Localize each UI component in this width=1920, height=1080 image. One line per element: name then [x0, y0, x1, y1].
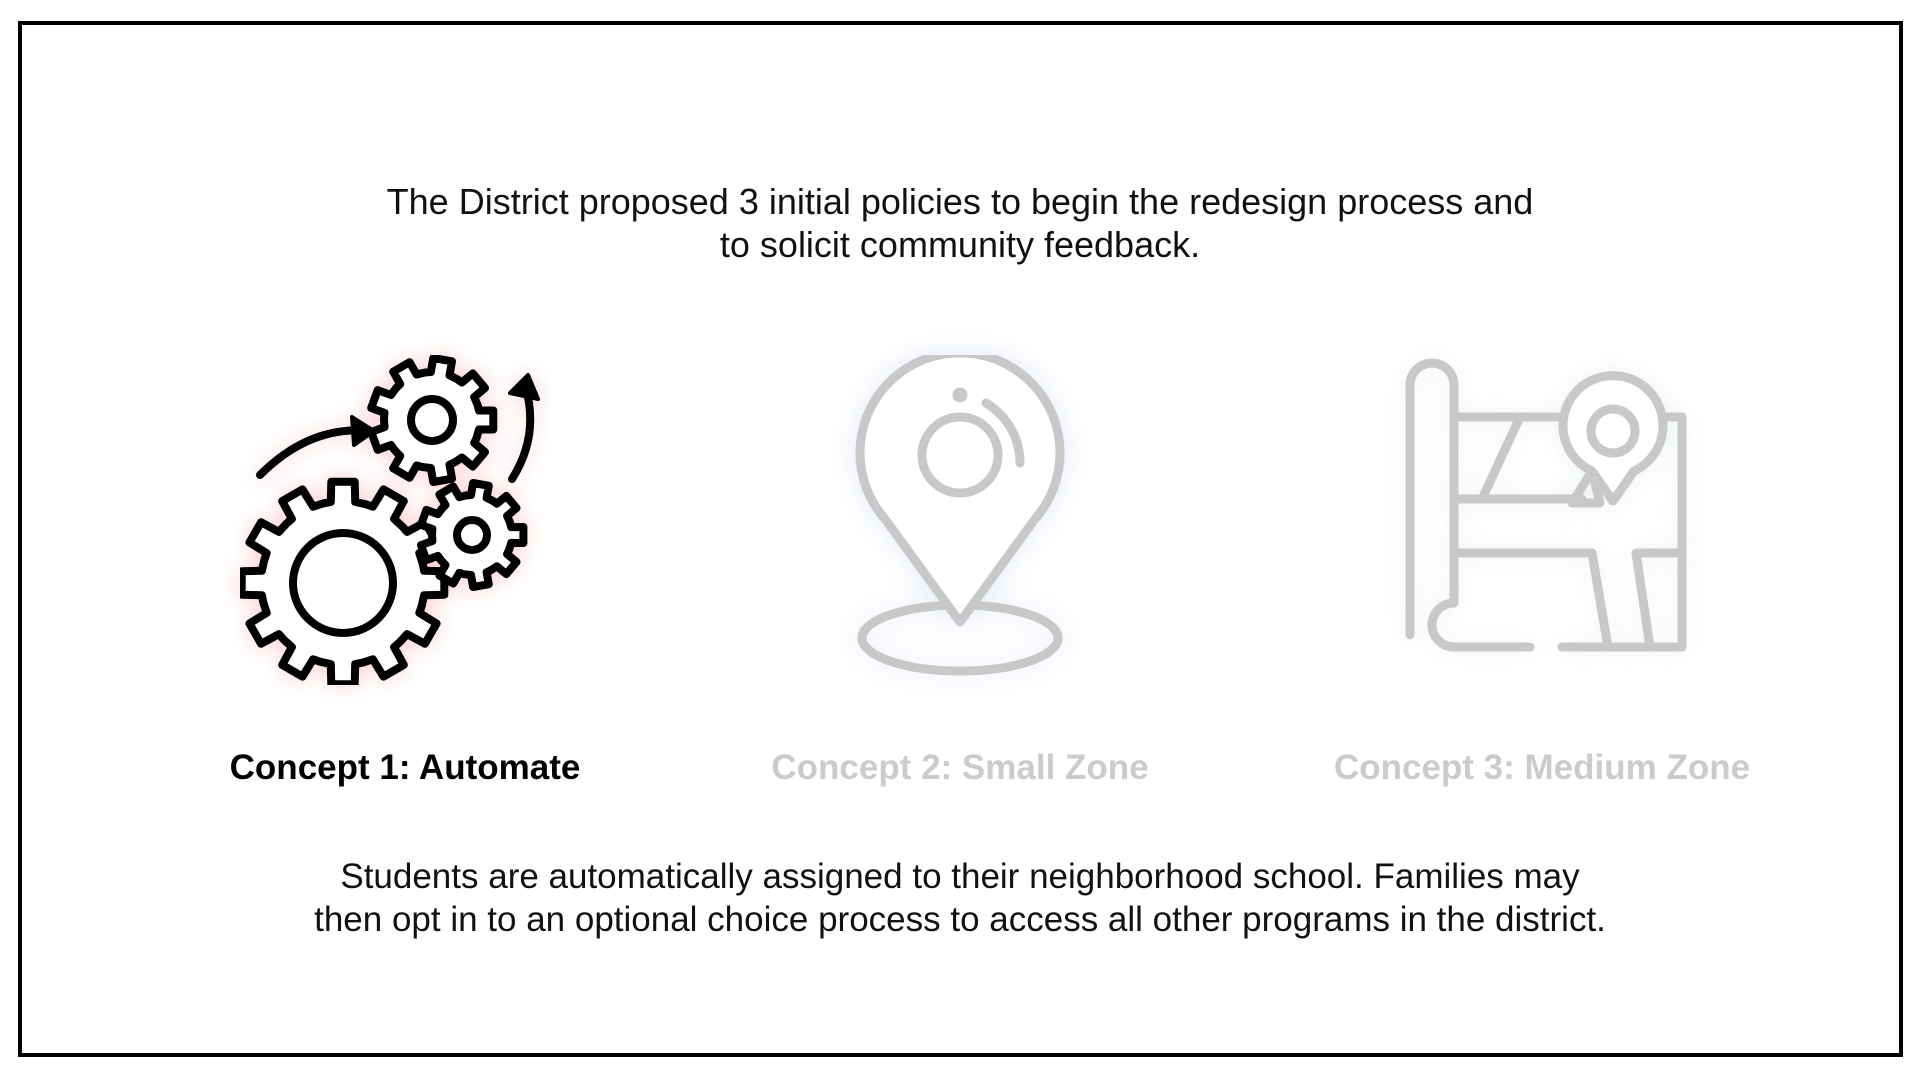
intro-line-2: to solicit community feedback. [719, 224, 1201, 265]
map-icon [1405, 358, 1687, 652]
gears-icon [240, 355, 540, 685]
description-line-1: Students are automatically assigned to t… [340, 857, 1580, 896]
smallGear-hole [453, 516, 491, 554]
concept-2-icon-wrap [700, 355, 1220, 685]
medGear-outline [367, 355, 498, 486]
intro-line-1: The District proposed 3 initial policies… [386, 181, 1534, 222]
concept-3[interactable]: Concept 3: Medium Zone [1282, 355, 1802, 787]
bigGear-hole [289, 529, 397, 637]
description-line-2: then opt in to an optional choice proces… [314, 900, 1606, 939]
medGear-hole [407, 395, 457, 445]
concept-2[interactable]: Concept 2: Small Zone [700, 355, 1220, 787]
concept-1-icon-wrap [145, 355, 665, 685]
concept-1-label[interactable]: Concept 1: Automate [229, 748, 581, 787]
intro-text: The District proposed 3 initial policies… [0, 180, 1920, 266]
location-pin-icon [855, 355, 1065, 676]
concept-2-label[interactable]: Concept 2: Small Zone [771, 748, 1149, 787]
concept-description: Students are automatically assigned to t… [0, 855, 1920, 941]
smallGear-outline [417, 479, 528, 591]
bigGear-outline [240, 477, 449, 685]
concept-1[interactable]: Concept 1: Automate [145, 355, 665, 787]
concept-3-icon-wrap [1282, 355, 1802, 685]
concept-3-label[interactable]: Concept 3: Medium Zone [1333, 748, 1751, 787]
